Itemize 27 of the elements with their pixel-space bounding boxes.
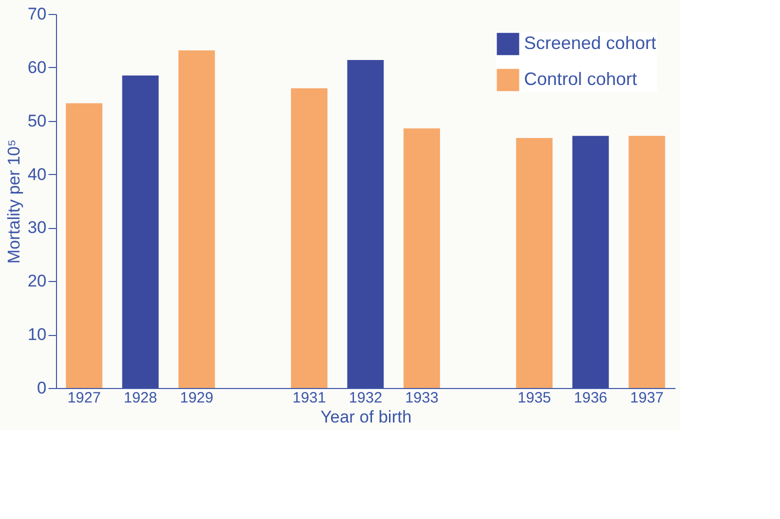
x-axis-title: Year of birth xyxy=(320,408,412,426)
bar xyxy=(404,128,440,388)
x-tick-label: 1929 xyxy=(180,390,214,406)
y-tick-label: 50 xyxy=(28,111,46,130)
y-tick-label: 0 xyxy=(37,378,46,398)
bar xyxy=(66,103,102,388)
x-tick-label: 1932 xyxy=(348,390,382,406)
y-tick-label: 60 xyxy=(28,58,46,77)
bar xyxy=(290,88,328,388)
x-tick-label: 1935 xyxy=(518,390,552,406)
x-tick-label: 1937 xyxy=(630,390,664,406)
y-tick-label: 40 xyxy=(28,164,46,184)
legend-label: Screened cohort xyxy=(524,33,656,53)
x-tick-label: 1933 xyxy=(405,390,438,406)
y-tick-label: 10 xyxy=(28,325,46,344)
x-tick-label: 1927 xyxy=(67,390,101,406)
y-tick-label: 20 xyxy=(28,272,46,291)
legend-label: Control cohort xyxy=(524,69,638,89)
y-axis-title: Mortality per 10⁵ xyxy=(4,139,24,264)
bar xyxy=(178,50,215,388)
y-tick-label: 70 xyxy=(28,4,46,24)
x-tick-label: 1928 xyxy=(124,390,158,406)
bar xyxy=(628,136,666,388)
x-tick-label: 1931 xyxy=(292,390,326,406)
x-tick-label: 1936 xyxy=(574,390,608,406)
bar xyxy=(516,138,553,388)
y-tick-label: 30 xyxy=(28,218,46,238)
